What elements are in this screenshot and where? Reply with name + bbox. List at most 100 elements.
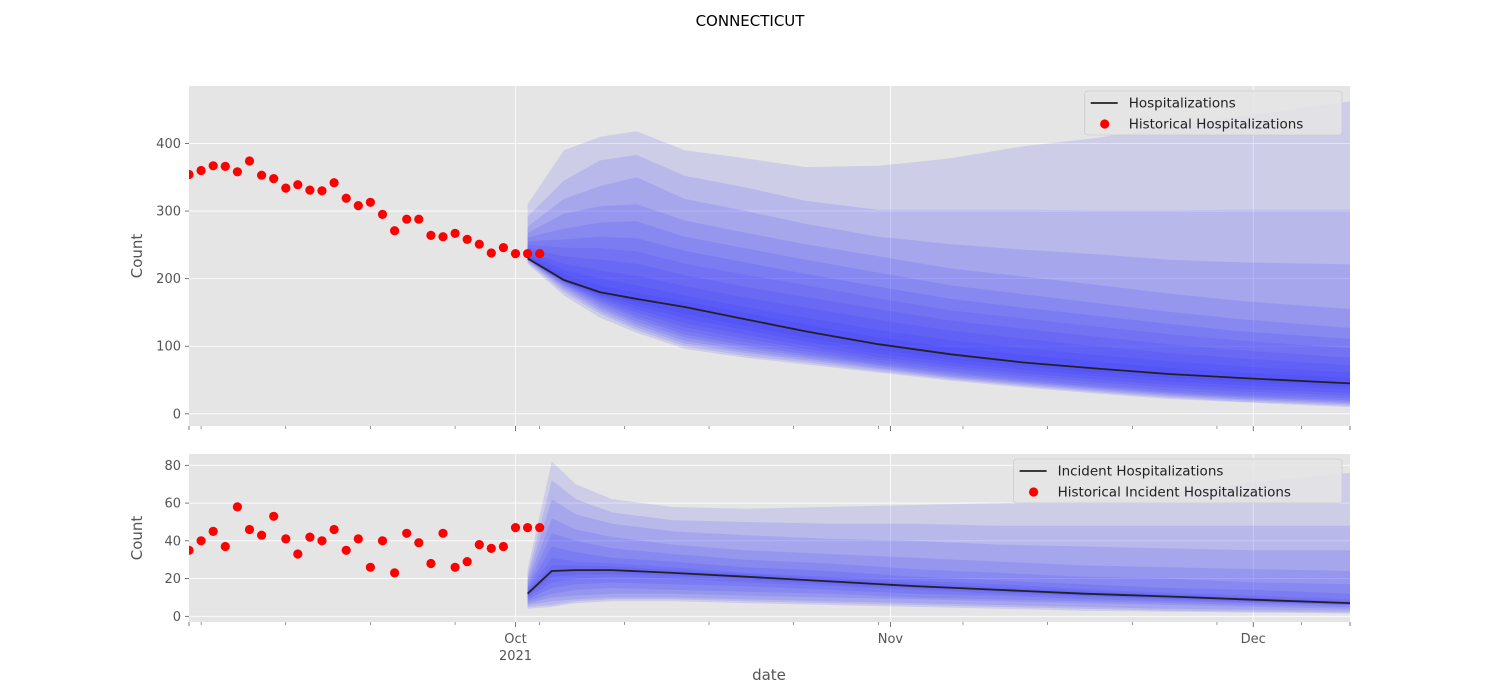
top-y-tick-label: 300 — [156, 205, 181, 220]
top-historical-point — [281, 183, 291, 193]
top-historical-point — [365, 197, 375, 207]
top-historical-point — [196, 165, 206, 176]
bottom-historical-point — [510, 523, 521, 533]
bottom-legend-entry-line: Incident Hospitalizations — [1058, 464, 1224, 480]
bottom-historical-point — [450, 562, 460, 572]
bottom-forecast-line — [526, 569, 1350, 604]
top-historical-point — [377, 209, 388, 219]
bottom-historical-point — [414, 538, 424, 548]
top-forecast-band-7 — [527, 248, 1350, 396]
top-forecast-band-1 — [527, 154, 1350, 406]
bottom-chart-panel: 0 20 40 60 80 Incident Hospitalizations Histor… — [128, 454, 1351, 664]
bottom-historical-point — [232, 502, 242, 512]
bottom-historical-point — [341, 545, 351, 555]
top-forecast-band-0 — [527, 101, 1350, 408]
top-forecast-line — [527, 257, 1350, 385]
bottom-forecast-band-3 — [527, 518, 1350, 609]
bottom-historical-point — [535, 523, 545, 533]
bottom-historical-point — [402, 528, 412, 538]
top-y-tick-label: 200 — [156, 272, 181, 287]
bottom-forecast-band-6 — [527, 557, 1350, 605]
top-y-axis-label: Count — [128, 234, 146, 279]
top-historical-point — [305, 185, 315, 195]
bottom-historical-point — [474, 540, 484, 550]
top-forecast-band-8 — [527, 251, 1350, 393]
bottom-y-tick-label: 60 — [164, 497, 181, 512]
top-historical-point — [244, 156, 255, 166]
x-tick-sublabel: 2021 — [499, 649, 532, 664]
top-historical-point — [498, 243, 508, 253]
bottom-historical-point — [353, 534, 363, 544]
top-legend: Hospitalizations Historical Hospitalizati… — [1084, 90, 1343, 136]
bottom-historical-point — [498, 541, 508, 552]
top-historical-point — [523, 249, 533, 259]
top-forecast-band-5 — [527, 236, 1350, 401]
bottom-historical-point — [365, 562, 375, 572]
top-y-tick-label: 100 — [156, 340, 181, 355]
bottom-historical-point — [208, 526, 218, 537]
bottom-historical-point — [486, 543, 496, 554]
top-legend-point-swatch — [1100, 119, 1110, 129]
bottom-historical-point — [523, 523, 533, 533]
top-y-tick-label: 0 — [173, 407, 181, 422]
bottom-historical-point — [281, 534, 291, 544]
top-historical-point — [353, 201, 363, 211]
top-legend-box — [1084, 90, 1343, 136]
top-historical-point — [220, 161, 230, 171]
bottom-historical-point — [438, 528, 448, 538]
bottom-historical-point — [196, 536, 206, 546]
top-legend-entry-points: Historical Hospitalizations — [1129, 117, 1304, 133]
top-historical-point — [341, 193, 351, 203]
bottom-y-axis-label: Count — [128, 516, 146, 561]
top-forecast-band-9 — [527, 254, 1350, 390]
top-plot-area — [189, 86, 1350, 426]
bottom-historical-point — [293, 549, 303, 559]
top-historical-point — [208, 161, 218, 171]
top-forecast-band-6 — [527, 244, 1350, 399]
top-forecast-band-2 — [527, 177, 1350, 405]
top-plot-content — [189, 101, 1350, 408]
bottom-historical-point — [244, 524, 255, 535]
top-y-tick-label: 400 — [156, 137, 181, 152]
top-chart-panel: 0 100 200 300 400 Hospitalizations Historical … — [128, 86, 1351, 431]
bottom-legend: Incident Hospitalizations Historical Inci… — [1013, 458, 1343, 504]
top-historical-point — [414, 214, 424, 224]
top-historical-point — [329, 178, 339, 188]
bottom-historical-point — [462, 557, 472, 567]
top-historical-point — [402, 214, 412, 224]
top-historical-point — [438, 232, 448, 242]
x-tick-label: Dec — [1241, 632, 1266, 647]
bottom-y-tick-label: 0 — [173, 610, 181, 625]
bottom-historical-point — [257, 530, 267, 540]
bottom-historical-point — [189, 545, 194, 555]
top-historical-point — [390, 226, 400, 236]
bottom-y-tick-label: 40 — [164, 534, 181, 549]
figure-title: CONNECTICUT — [696, 12, 806, 30]
bottom-historical-point — [269, 511, 279, 521]
bottom-legend-entry-points: Historical Incident Hospitalizations — [1058, 485, 1291, 501]
top-historical-point — [450, 228, 460, 238]
top-historical-point — [486, 248, 496, 258]
top-forecast-band-4 — [527, 221, 1350, 402]
top-historical-point — [474, 239, 484, 249]
bottom-legend-box — [1013, 458, 1343, 504]
bottom-y-tick-label: 80 — [164, 459, 181, 474]
x-tick-label: Nov — [878, 632, 904, 647]
bottom-plot-content — [189, 461, 1350, 614]
top-historical-point — [269, 174, 279, 184]
x-tick-label: Oct — [504, 632, 526, 647]
top-historical-point — [189, 169, 194, 180]
top-historical-point — [293, 180, 303, 190]
top-historical-point — [510, 249, 521, 259]
bottom-forecast-band-2 — [527, 499, 1350, 611]
bottom-historical-point — [329, 524, 339, 535]
top-historical-point — [426, 230, 436, 240]
bottom-forecast-band-7 — [527, 565, 1350, 605]
bottom-forecast-band-5 — [527, 546, 1350, 605]
top-forecast-band-3 — [527, 204, 1350, 403]
top-historical-point — [535, 249, 545, 259]
x-axis-label: date — [752, 666, 786, 684]
top-historical-point — [462, 234, 472, 244]
bottom-y-tick-label: 20 — [164, 572, 181, 587]
